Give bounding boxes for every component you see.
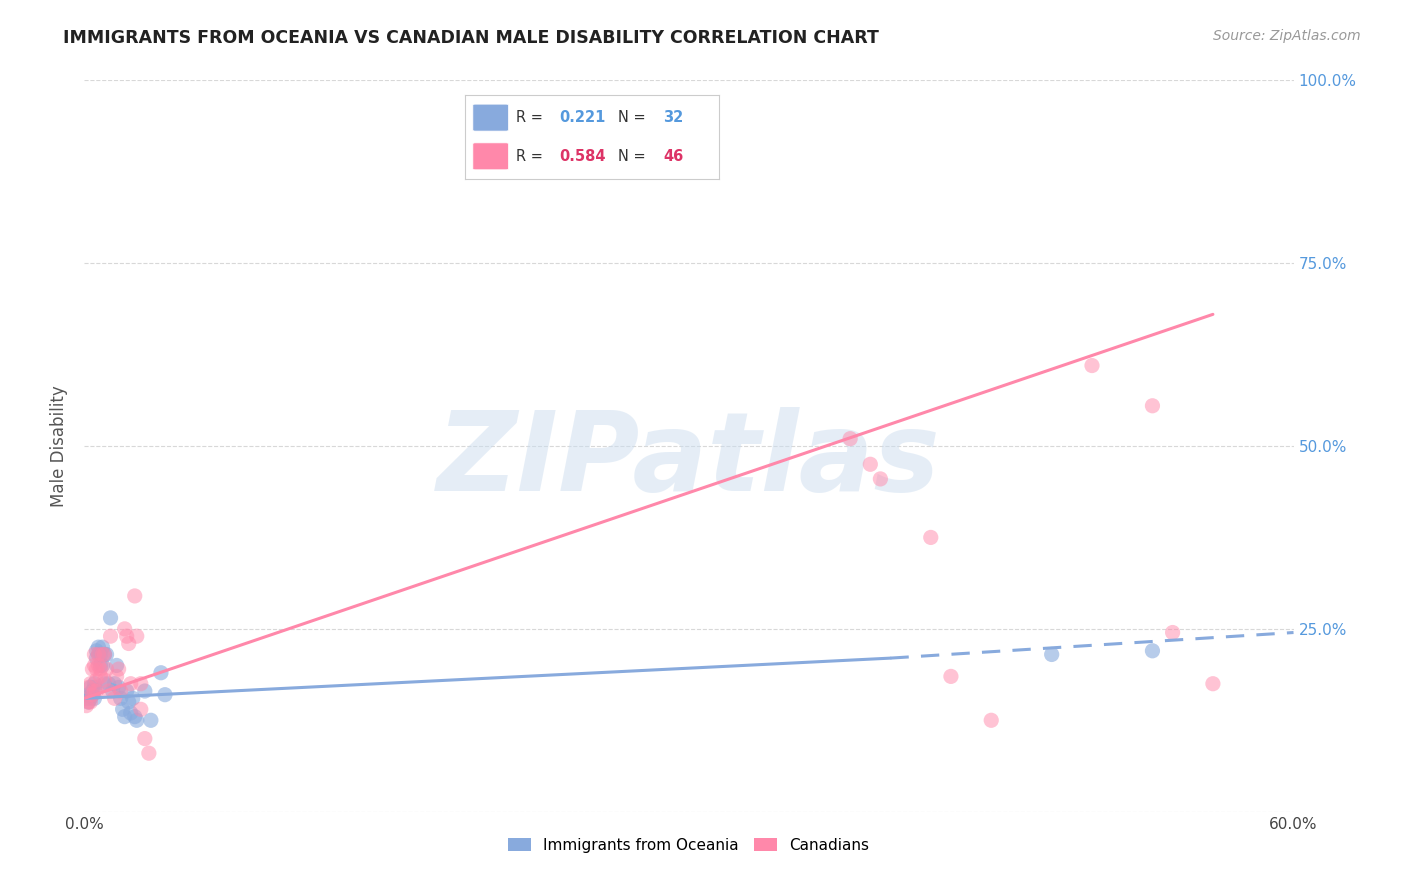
Point [97, 676, 120, 690]
Text: ZIPatlas: ZIPatlas [437, 407, 941, 514]
Point [82, 688, 104, 702]
Y-axis label: Male Disability: Male Disability [51, 385, 69, 507]
Point [125, 629, 148, 643]
Point [1142, 399, 1164, 413]
Point [939, 669, 962, 683]
Point [1142, 644, 1164, 658]
Point [104, 676, 127, 690]
Point [79, 691, 101, 706]
Point [89, 662, 111, 676]
Legend: Immigrants from Oceania, Canadians: Immigrants from Oceania, Canadians [502, 831, 876, 859]
Point [110, 691, 132, 706]
Point [82, 662, 104, 676]
Point [91, 648, 114, 662]
Point [87, 658, 110, 673]
Point [153, 688, 176, 702]
Point [1081, 359, 1104, 373]
Point [124, 709, 146, 723]
Point [89, 669, 111, 683]
Point [91, 658, 114, 673]
Point [97, 684, 120, 698]
Point [125, 714, 148, 728]
Point [77, 695, 100, 709]
Point [83, 658, 105, 673]
Point [134, 731, 156, 746]
Point [107, 681, 129, 695]
Point [83, 691, 105, 706]
Point [83, 648, 105, 662]
Point [149, 665, 172, 680]
Point [82, 688, 104, 702]
Point [980, 714, 1002, 728]
Point [86, 644, 108, 658]
Point [96, 662, 118, 676]
Point [129, 676, 152, 690]
Point [110, 684, 132, 698]
Point [79, 695, 101, 709]
Point [134, 684, 156, 698]
Point [107, 662, 129, 676]
Point [105, 669, 128, 683]
Point [115, 629, 138, 643]
Point [120, 706, 142, 720]
Point [87, 648, 110, 662]
Point [87, 640, 110, 655]
Point [93, 676, 115, 690]
Point [77, 681, 100, 695]
Point [93, 673, 115, 687]
Point [1040, 648, 1063, 662]
Point [1161, 625, 1184, 640]
Point [869, 472, 891, 486]
Point [86, 684, 108, 698]
Point [93, 648, 115, 662]
Point [91, 640, 114, 655]
Point [111, 702, 134, 716]
Point [115, 684, 138, 698]
Point [1202, 676, 1225, 690]
Point [79, 676, 101, 690]
Point [120, 676, 142, 690]
Point [82, 684, 104, 698]
Point [114, 622, 136, 636]
Point [100, 629, 122, 643]
Point [96, 648, 118, 662]
Point [920, 530, 942, 544]
Text: IMMIGRANTS FROM OCEANIA VS CANADIAN MALE DISABILITY CORRELATION CHART: IMMIGRANTS FROM OCEANIA VS CANADIAN MALE… [63, 29, 879, 47]
Point [75, 691, 97, 706]
Point [86, 651, 108, 665]
Point [129, 702, 152, 716]
Point [86, 662, 108, 676]
Point [93, 648, 115, 662]
Point [75, 698, 97, 713]
Point [104, 691, 127, 706]
Point [658, 139, 681, 153]
Point [118, 636, 141, 650]
Point [89, 648, 111, 662]
Point [124, 589, 146, 603]
Point [86, 673, 108, 687]
Point [139, 714, 162, 728]
Point [114, 709, 136, 723]
Point [83, 684, 105, 698]
Point [89, 658, 111, 673]
Point [87, 648, 110, 662]
Point [101, 684, 124, 698]
Point [839, 432, 862, 446]
Point [105, 658, 128, 673]
Text: Source: ZipAtlas.com: Source: ZipAtlas.com [1213, 29, 1361, 44]
Point [77, 688, 100, 702]
Point [83, 676, 105, 690]
Point [859, 457, 882, 471]
Point [77, 695, 100, 709]
Point [138, 746, 160, 760]
Point [83, 681, 105, 695]
Point [121, 691, 143, 706]
Point [118, 695, 141, 709]
Point [79, 681, 101, 695]
Point [100, 611, 122, 625]
